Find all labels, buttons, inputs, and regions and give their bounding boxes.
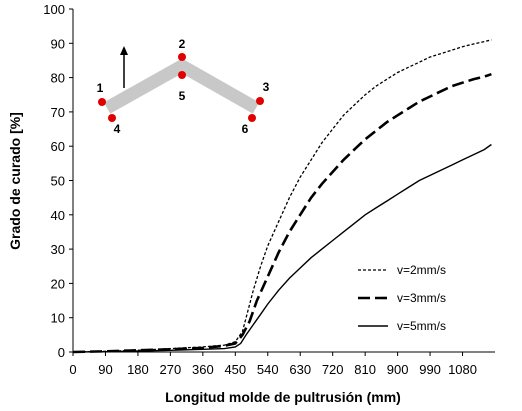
x-ticks: 0 90 180 270 360 450 540 630 720 810 900 990 1080: [69, 352, 477, 377]
series-line-3: [72, 143, 492, 353]
legend-label-3: v=5mm/s: [397, 319, 446, 333]
x-tick-label: 0: [69, 362, 76, 377]
inset-label-2: 2: [179, 37, 186, 51]
x-axis-title: Longitud molde de pultrusión (mm): [165, 389, 401, 405]
x-tick-label: 270: [160, 362, 182, 377]
y-tick-label: 60: [51, 139, 65, 154]
inset-point-4: [108, 114, 116, 122]
y-tick-label: 70: [51, 105, 65, 120]
y-tick-label: 100: [43, 2, 65, 17]
y-axis-title: Grado de curado [%]: [7, 112, 23, 250]
inset-point-6: [248, 114, 256, 122]
x-tick-label: 450: [224, 362, 246, 377]
x-tick-label: 1080: [448, 362, 477, 377]
x-tick-label: 990: [419, 362, 441, 377]
y-ticks: 0 10 20 30 40 50 60 70 80 90 100: [43, 2, 73, 360]
series-line-2: [72, 72, 492, 354]
inset-point-5: [178, 71, 186, 79]
x-tick-label: 540: [257, 362, 279, 377]
inset-profile-bar: [103, 58, 260, 114]
y-tick-label: 20: [51, 276, 65, 291]
x-tick-label: 630: [289, 362, 311, 377]
series-group: [72, 39, 492, 354]
legend: v=2mm/s v=3mm/s v=5mm/s: [358, 263, 446, 333]
x-tick-label: 180: [127, 362, 149, 377]
y-tick-label: 90: [51, 36, 65, 51]
x-tick-label: 900: [387, 362, 409, 377]
x-tick-label: 720: [322, 362, 344, 377]
y-tick-label: 30: [51, 242, 65, 257]
x-tick-label: 810: [354, 362, 376, 377]
inset-point-1: [98, 98, 106, 106]
inset-label-6: 6: [242, 122, 249, 136]
y-tick-label: 80: [51, 71, 65, 86]
inset-point-3: [256, 97, 264, 105]
inset-label-3: 3: [263, 80, 270, 94]
inset-label-5: 5: [179, 89, 186, 103]
y-tick-label: 40: [51, 208, 65, 223]
inset-label-4: 4: [114, 122, 121, 136]
legend-label-1: v=2mm/s: [397, 263, 446, 277]
legend-label-2: v=3mm/s: [397, 291, 446, 305]
inset-diagram: 1 2 3 4 5 6: [97, 37, 270, 136]
y-tick-label: 0: [58, 345, 65, 360]
inset-point-2: [178, 53, 186, 61]
x-tick-label: 90: [98, 362, 112, 377]
y-tick-label: 10: [51, 311, 65, 326]
inset-label-1: 1: [97, 81, 104, 95]
inset-arrow-head: [120, 46, 128, 55]
x-tick-label: 360: [192, 362, 214, 377]
y-tick-label: 50: [51, 174, 65, 189]
